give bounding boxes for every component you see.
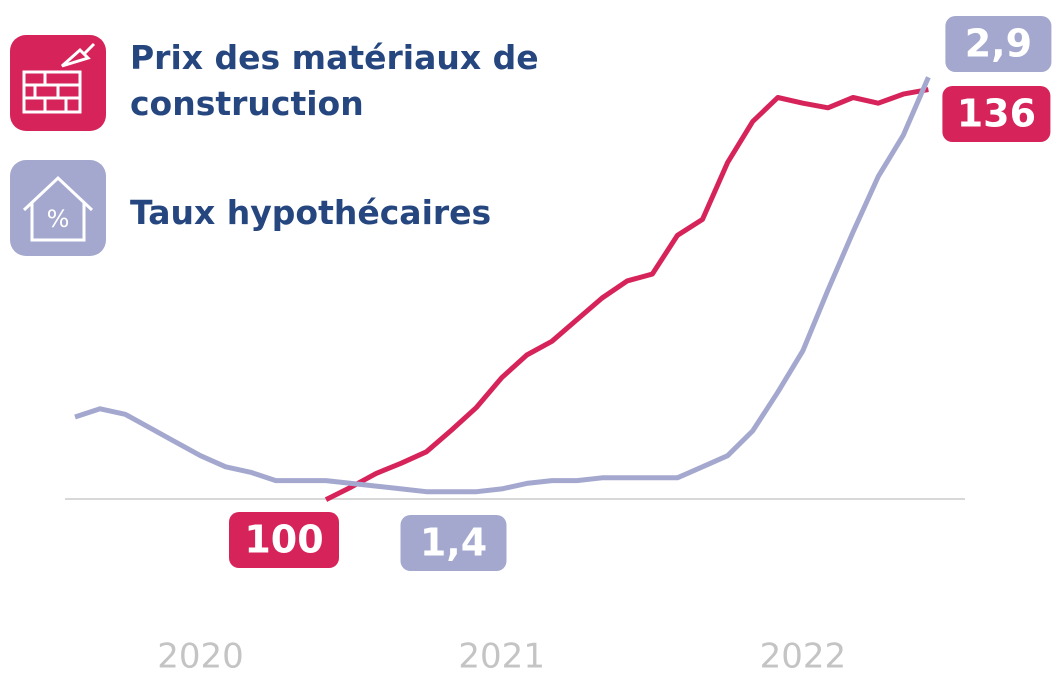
value-label-box xyxy=(400,515,507,571)
value-label: 2,9 xyxy=(945,16,1052,72)
value-label-text: 2,9 xyxy=(965,22,1032,66)
legend-label: Taux hypothécaires xyxy=(130,193,492,232)
icon-house: % xyxy=(10,160,106,256)
value-label-text: 100 xyxy=(244,518,323,562)
value-label-text: 1,4 xyxy=(420,521,487,565)
svg-text:%: % xyxy=(47,205,70,233)
value-label-box xyxy=(229,512,339,568)
value-label: 100 xyxy=(229,512,339,568)
x-tick-label: 2020 xyxy=(157,637,244,676)
icon-bricks xyxy=(10,35,106,131)
legend-label: Prix des matériaux de construction xyxy=(130,38,539,123)
value-label: 1,4 xyxy=(400,515,507,571)
value-label-box xyxy=(945,16,1052,72)
x-tick-label: 2021 xyxy=(458,637,545,676)
value-label: 136 xyxy=(942,86,1051,142)
series-line xyxy=(324,87,929,502)
value-label-box xyxy=(942,86,1051,142)
x-tick-label: 2022 xyxy=(760,637,847,676)
value-label-text: 136 xyxy=(957,92,1036,136)
series-line xyxy=(74,76,931,495)
